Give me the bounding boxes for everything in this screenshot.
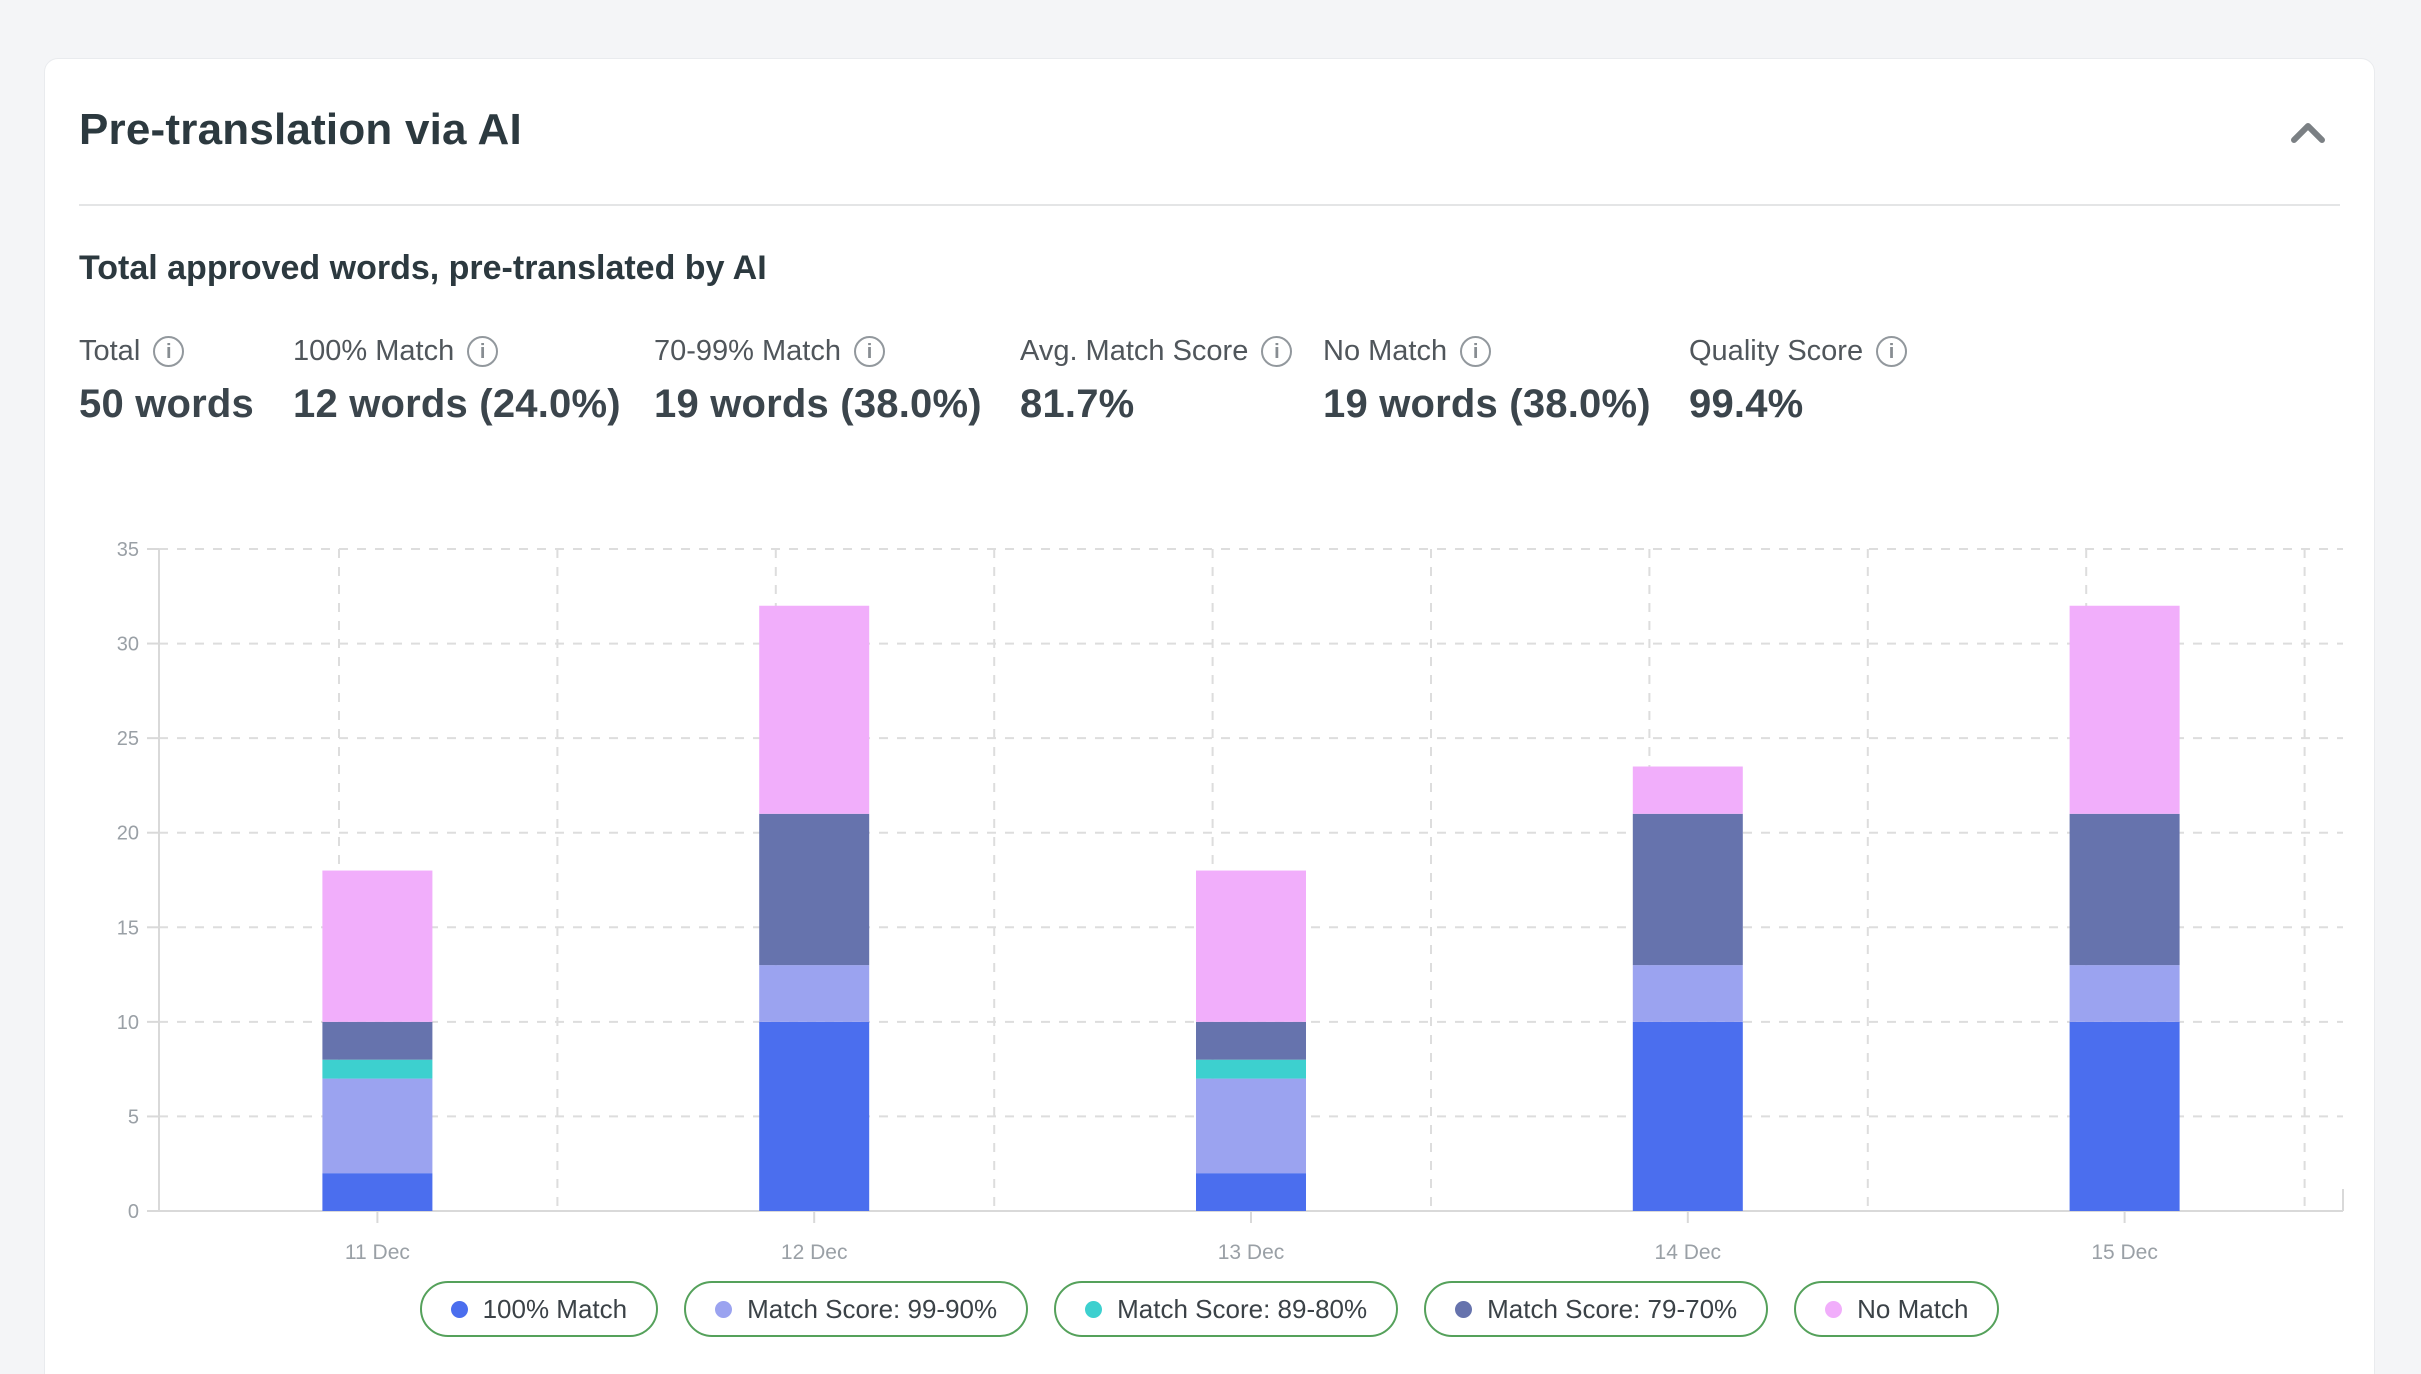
stat-label: Avg. Match Score <box>1020 335 1249 367</box>
legend-label: Match Score: 89-80% <box>1117 1293 1368 1324</box>
bar-segment[interactable] <box>759 965 870 1022</box>
y-axis-label: 20 <box>117 823 139 845</box>
legend-item-100-match[interactable]: 100% Match <box>419 1281 659 1337</box>
header-divider <box>79 204 2340 206</box>
bar-segment[interactable] <box>1632 965 1743 1022</box>
x-axis-label: 12 Dec <box>781 1241 848 1264</box>
stat-100-match: 100% Match i 12 words (24.0%) <box>293 335 654 427</box>
bar-segment[interactable] <box>322 870 433 1022</box>
bar-segment[interactable] <box>1196 1078 1306 1174</box>
bar-segment[interactable] <box>1632 1021 1743 1211</box>
y-axis-label: 10 <box>117 1012 139 1034</box>
legend-label: 100% Match <box>482 1293 628 1324</box>
x-axis-label: 15 Dec <box>2091 1241 2158 1264</box>
stat-label: 100% Match <box>293 335 455 367</box>
stat-avg-match-score: Avg. Match Score i 81.7% <box>1020 335 1323 427</box>
bar-segment[interactable] <box>1196 870 1306 1022</box>
legend-item-match-score-79-70-[interactable]: Match Score: 79-70% <box>1424 1281 1769 1337</box>
legend-label: Match Score: 99-90% <box>747 1293 998 1324</box>
stats-row: Total i 50 words 100% Match i 12 words (24.0%… <box>79 335 2089 427</box>
legend-item-match-score-89-80-[interactable]: Match Score: 89-80% <box>1054 1281 1399 1337</box>
legend-color-dot <box>1085 1300 1103 1318</box>
legend-item-no-match[interactable]: No Match <box>1794 1281 2000 1337</box>
chart-subtitle: Total approved words, pre-translated by … <box>79 249 767 287</box>
info-icon[interactable]: i <box>1460 336 1492 367</box>
stat-label: Quality Score <box>1689 335 1864 367</box>
stat-total: Total i 50 words <box>79 335 293 427</box>
legend-color-dot <box>715 1300 733 1318</box>
bar-segment[interactable] <box>322 1078 433 1174</box>
x-axis-label: 14 Dec <box>1655 1241 1722 1264</box>
bar-segment[interactable] <box>759 813 870 966</box>
stat-quality-score: Quality Score i 99.4% <box>1689 335 2089 427</box>
stat-label: 70-99% Match <box>654 335 841 367</box>
bar-segment[interactable] <box>2069 605 2180 814</box>
stacked-bar-chart: 0 5 10 15 20 25 30 35 11 Dec 12 Dec 13 Dec 14 Dec 15… <box>117 539 2344 1264</box>
x-axis-label: 11 Dec <box>345 1241 410 1264</box>
bar-segment[interactable] <box>759 1021 870 1211</box>
y-axis-label: 30 <box>117 634 139 656</box>
info-icon[interactable]: i <box>1261 336 1293 367</box>
bar-segment[interactable] <box>759 605 870 814</box>
stat-70-99-match: 70-99% Match i 19 words (38.0%) <box>654 335 1020 427</box>
x-axis-label: 13 Dec <box>1218 1241 1285 1264</box>
y-axis-label: 35 <box>117 539 139 561</box>
legend-color-dot <box>1455 1300 1473 1318</box>
legend-color-dot <box>450 1300 468 1318</box>
legend-color-dot <box>1825 1300 1843 1318</box>
info-icon[interactable]: i <box>467 336 499 367</box>
stat-label: No Match <box>1323 335 1448 367</box>
y-axis-label: 0 <box>128 1201 139 1223</box>
chevron-up-icon <box>2291 123 2325 143</box>
stat-value: 19 words (38.0%) <box>654 382 982 426</box>
info-icon[interactable]: i <box>854 336 885 367</box>
stat-label: Total <box>79 335 141 367</box>
bar-segment[interactable] <box>2069 965 2180 1022</box>
y-axis-label: 15 <box>117 917 139 939</box>
legend-label: Match Score: 79-70% <box>1487 1293 1738 1324</box>
bar-segment[interactable] <box>1632 813 1743 966</box>
info-icon[interactable]: i <box>153 336 185 367</box>
bar-segment[interactable] <box>2069 813 2180 966</box>
stat-value: 99.4% <box>1689 382 1804 426</box>
stat-value: 81.7% <box>1020 382 1135 426</box>
stat-value: 12 words (24.0%) <box>293 382 621 426</box>
legend-label: No Match <box>1857 1293 1969 1324</box>
y-axis-label: 25 <box>117 728 139 750</box>
stat-value: 19 words (38.0%) <box>1323 382 1651 426</box>
info-icon[interactable]: i <box>1876 336 1908 367</box>
y-axis-label: 5 <box>128 1106 139 1128</box>
bar-segment[interactable] <box>322 1021 433 1060</box>
bar-segment[interactable] <box>1196 1059 1306 1079</box>
bar-segment[interactable] <box>322 1173 433 1211</box>
bar-segment[interactable] <box>322 1059 433 1079</box>
legend-item-match-score-99-90-[interactable]: Match Score: 99-90% <box>684 1281 1029 1337</box>
chart-legend: 100% Match Match Score: 99-90% Match Score… <box>45 1281 2374 1337</box>
stat-value: 50 words <box>79 382 254 426</box>
card-title: Pre-translation via AI <box>79 105 522 154</box>
collapse-card-button[interactable] <box>2286 117 2330 151</box>
bar-segment[interactable] <box>1196 1021 1306 1060</box>
pre-translation-card: Pre-translation via AI Total approved wo… <box>44 58 2375 1374</box>
stat-no-match: No Match i 19 words (38.0%) <box>1323 335 1689 427</box>
bar-segment[interactable] <box>2069 1021 2180 1211</box>
bar-segment[interactable] <box>1196 1173 1306 1211</box>
bar-segment[interactable] <box>1632 766 1743 814</box>
